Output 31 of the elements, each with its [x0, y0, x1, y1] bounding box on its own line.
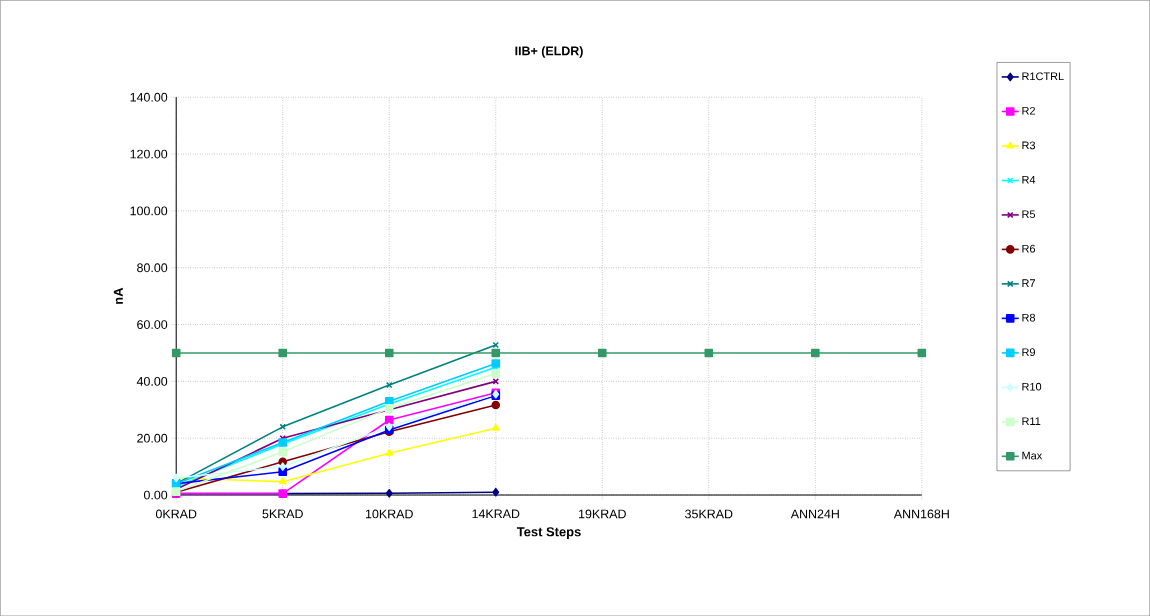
- y-tick-label: 100.00: [130, 206, 168, 216]
- x-tick-label: 10KRAD: [365, 509, 413, 519]
- y-tick-label: 0.00: [143, 490, 168, 500]
- legend-label: R10: [1022, 382, 1042, 391]
- x-tick-label: ANN168H: [893, 509, 949, 519]
- legend-label: Max: [1022, 451, 1043, 460]
- legend-label: R1CTRL: [1022, 72, 1064, 81]
- legend-label: R4: [1022, 175, 1036, 184]
- legend-label: R11: [1022, 417, 1041, 425]
- y-tick-label: 20.00: [137, 433, 168, 443]
- x-tick-label: 14KRAD: [472, 509, 520, 518]
- legend-label: R6: [1022, 244, 1036, 253]
- legend-label: R2: [1022, 106, 1035, 115]
- y-tick-label: 80.00: [137, 263, 168, 272]
- chart-title: IIB+ (ELDR): [515, 46, 583, 58]
- y-tick-label: 140.00: [130, 92, 168, 102]
- y-axis-title: nA: [113, 287, 123, 304]
- x-tick-label: 0KRAD: [155, 509, 197, 519]
- legend-label: R7: [1022, 279, 1035, 287]
- y-tick-label: 40.00: [136, 376, 168, 386]
- legend-label: R9: [1022, 348, 1036, 356]
- x-tick-label: 35KRAD: [685, 509, 733, 519]
- x-axis-title: Test Steps: [516, 527, 581, 539]
- legend-label: R3: [1022, 141, 1036, 150]
- legend-label: R8: [1022, 313, 1036, 322]
- y-tick-label: 120.00: [130, 149, 168, 159]
- x-tick-label: 5KRAD: [262, 509, 303, 519]
- x-tick-label: ANN24H: [790, 509, 839, 519]
- x-tick-label: 19KRAD: [579, 509, 626, 519]
- y-tick-label: 60.00: [137, 320, 168, 329]
- legend-label: R5: [1022, 210, 1036, 218]
